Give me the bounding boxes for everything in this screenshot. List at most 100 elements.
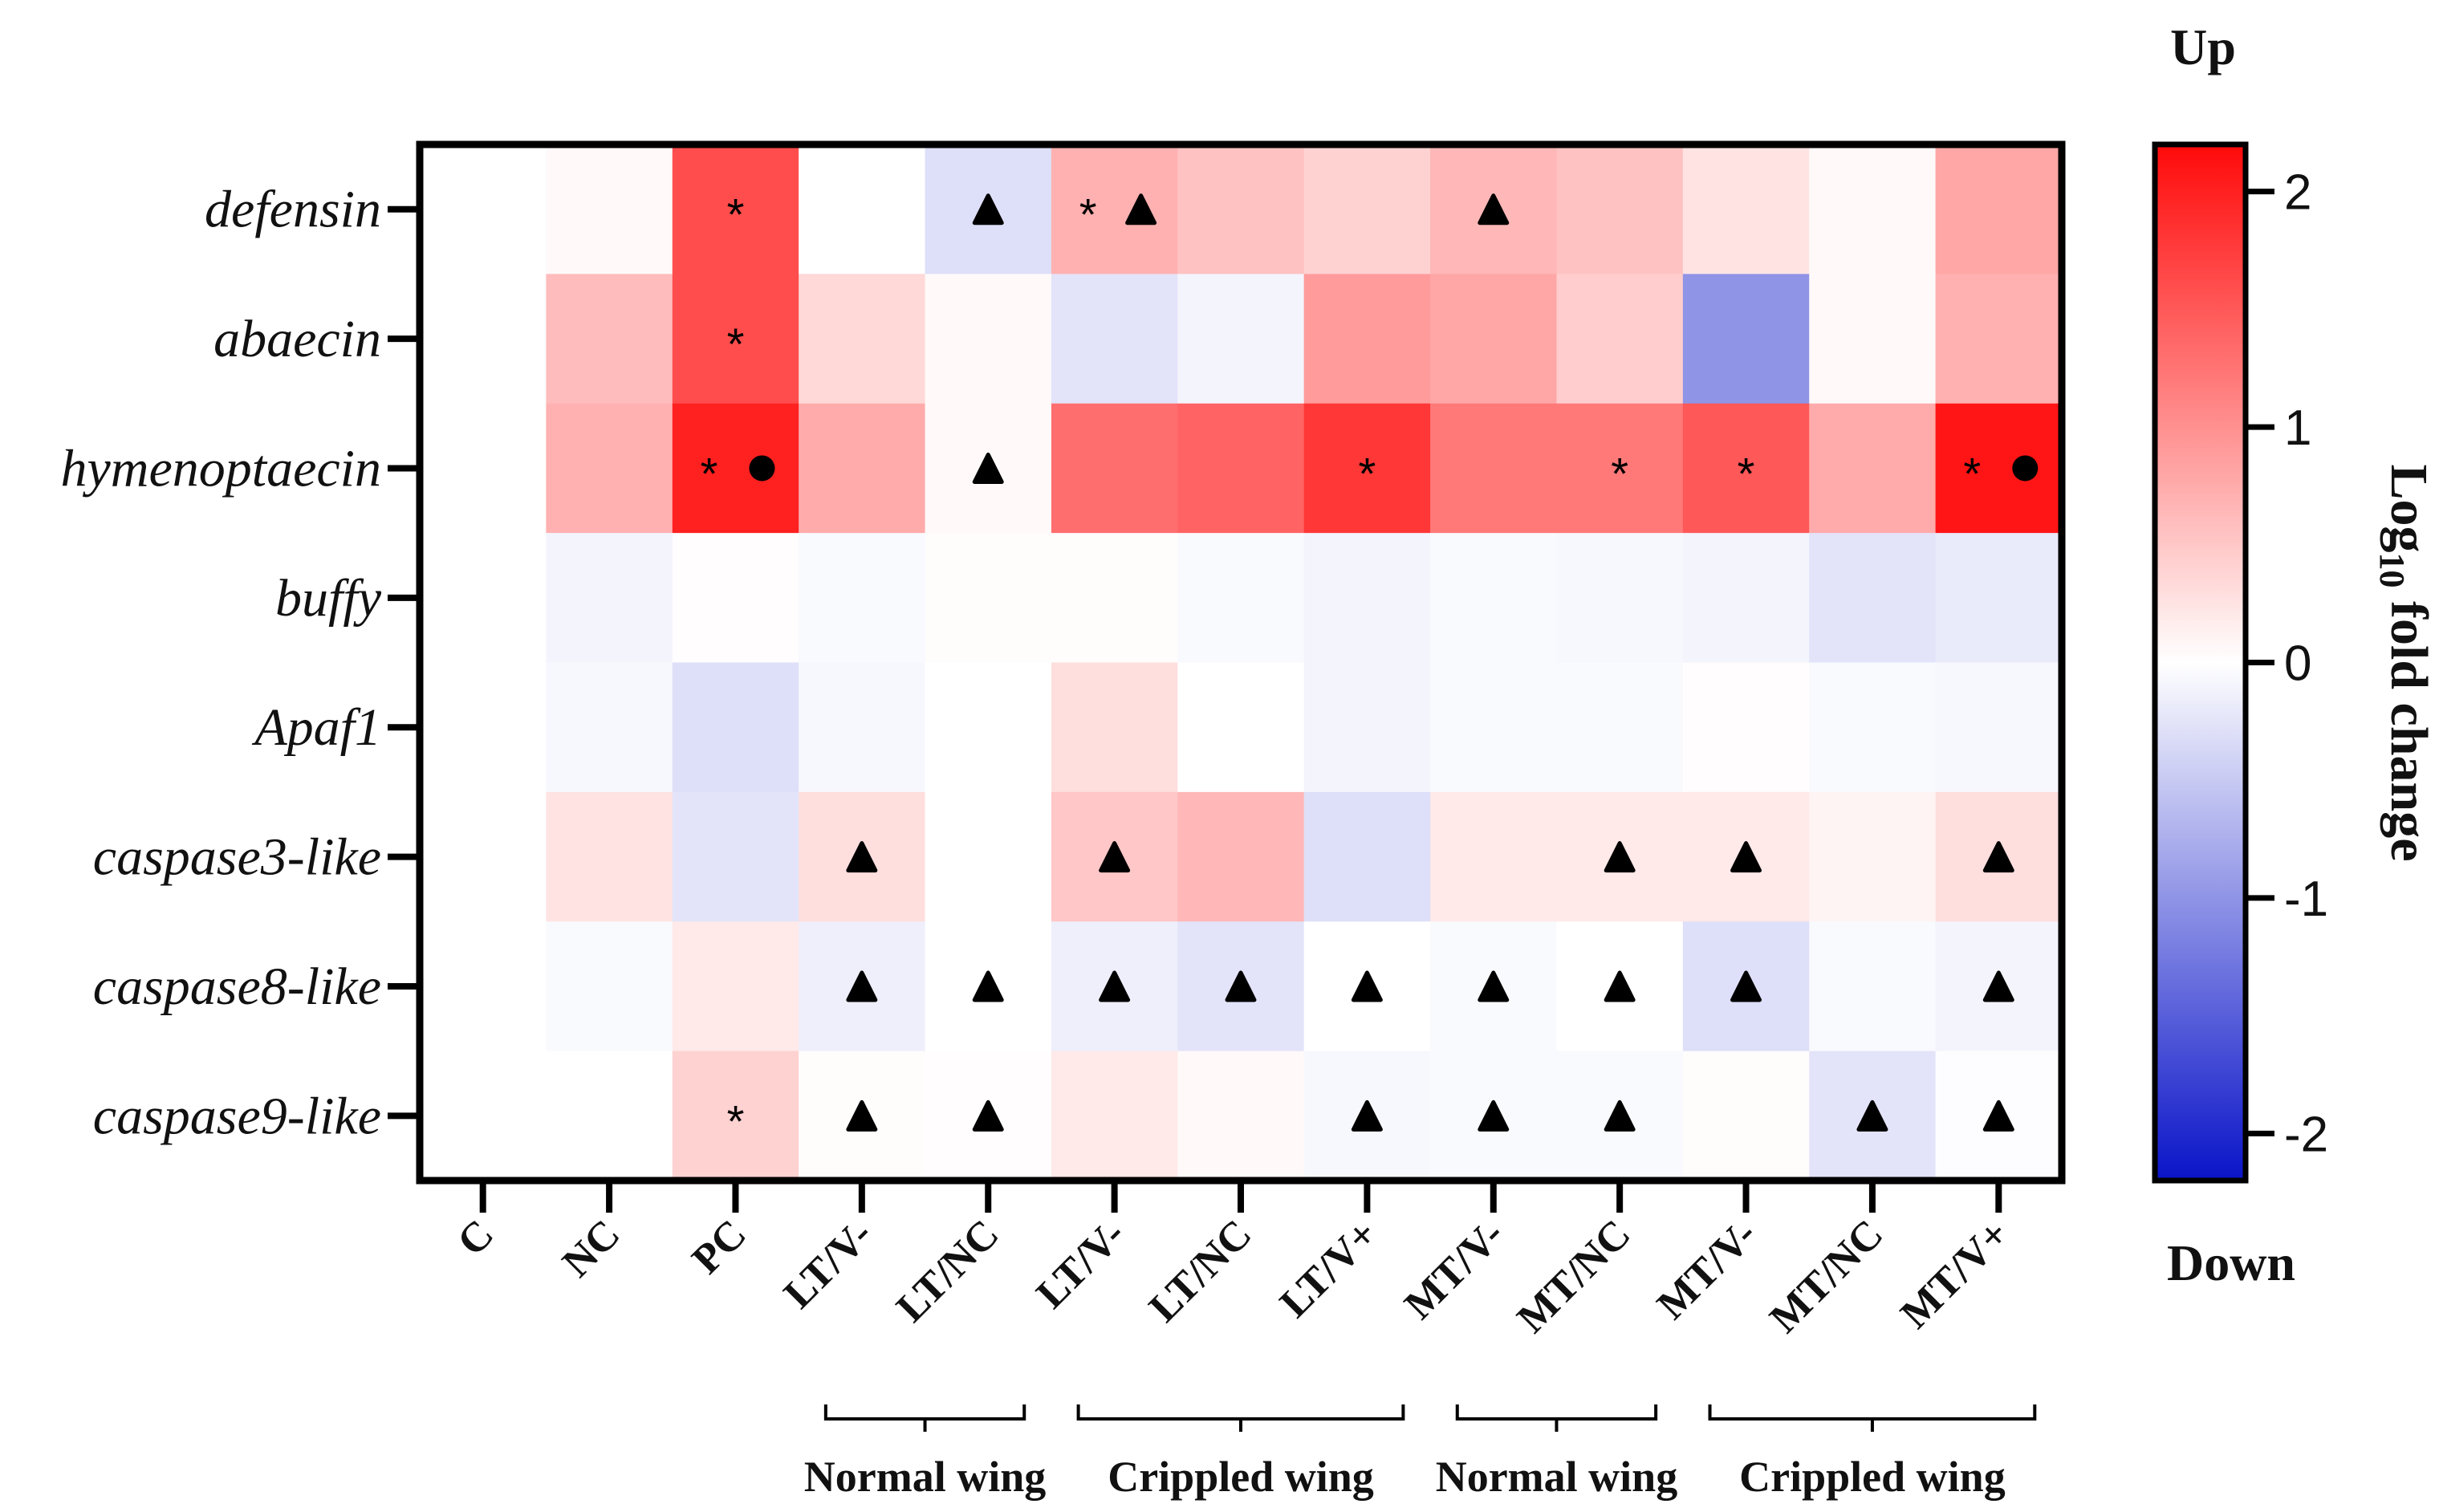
heatmap-cell bbox=[1430, 274, 1557, 404]
triangle-marker bbox=[1982, 1099, 2014, 1132]
triangle-marker bbox=[972, 193, 1004, 226]
group-label: Normal wing bbox=[804, 1453, 1046, 1501]
heatmap-cell bbox=[1051, 1051, 1178, 1181]
heatmap-cell bbox=[1430, 662, 1557, 793]
heatmap-cell bbox=[546, 662, 673, 793]
colorbar-tick-label: 1 bbox=[2284, 400, 2311, 456]
heatmap-cell bbox=[420, 921, 547, 1052]
heatmap-cell bbox=[1682, 403, 1810, 534]
asterisk-marker: * bbox=[727, 1095, 745, 1146]
heatmap-cell bbox=[1682, 274, 1810, 404]
group-bracket bbox=[823, 1404, 1026, 1432]
heatmap-cell bbox=[1177, 274, 1305, 404]
heatmap-cell bbox=[799, 274, 926, 404]
colorbar-gradient bbox=[2152, 141, 2249, 1184]
asterisk-marker: * bbox=[1738, 448, 1755, 498]
asterisk-marker: * bbox=[1611, 448, 1628, 498]
asterisk-marker: * bbox=[1079, 189, 1097, 240]
gene-label: hymenoptaecin bbox=[60, 439, 381, 498]
heatmap-cell bbox=[1682, 533, 1810, 663]
heatmap-cell bbox=[1303, 144, 1431, 274]
heatmap-cell bbox=[1303, 791, 1431, 922]
heatmap-cell bbox=[799, 662, 926, 793]
heatmap-cell bbox=[1177, 144, 1305, 274]
group-bracket bbox=[1076, 1404, 1405, 1432]
heatmap-cell bbox=[546, 533, 673, 663]
group-bracket bbox=[1455, 1404, 1658, 1432]
heatmap-cell bbox=[1430, 533, 1557, 663]
group-label: Crippled wing bbox=[1108, 1453, 1374, 1501]
heatmap-cell bbox=[1556, 144, 1684, 274]
treatment-label: LT/V+ bbox=[1271, 1211, 1387, 1327]
gene-label: caspase3-like bbox=[93, 828, 381, 887]
group-label: Normal wing bbox=[1436, 1453, 1677, 1501]
treatment-axis: C NC PC LT/V- LT/NC LT/V- LT/NC LT/V+ MT/V-MT/NC… bbox=[449, 1181, 2018, 1342]
triangle-marker bbox=[1604, 841, 1636, 873]
heatmap-cell bbox=[672, 533, 799, 663]
asterisk-marker: * bbox=[1963, 448, 1981, 498]
asterisk-marker: * bbox=[727, 319, 745, 369]
colorbar-label-up: Up bbox=[2170, 18, 2236, 75]
triangle-marker bbox=[1478, 970, 1510, 1002]
triangle-marker bbox=[1099, 970, 1131, 1002]
heatmap-cell bbox=[1809, 533, 1937, 663]
heatmap-cell bbox=[1051, 533, 1178, 663]
heatmap-cell bbox=[672, 791, 799, 922]
heatmap-cell bbox=[1556, 403, 1684, 534]
asterisk-marker: * bbox=[1358, 448, 1376, 498]
heatmap-cell bbox=[1430, 403, 1557, 534]
triangle-marker bbox=[1856, 1099, 1888, 1132]
heatmap-cell bbox=[799, 533, 926, 663]
heatmap-cell bbox=[1303, 662, 1431, 793]
heatmap-cell bbox=[1935, 144, 2063, 274]
heatmap-cell bbox=[546, 1051, 673, 1181]
triangle-marker bbox=[1099, 841, 1131, 873]
treatment-label: MT/V+ bbox=[1892, 1211, 2018, 1337]
triangle-marker bbox=[1351, 970, 1383, 1002]
triangle-marker bbox=[1351, 1099, 1383, 1132]
treatment-label: LT/V- bbox=[775, 1211, 881, 1317]
treatment-label: MT/V- bbox=[1648, 1211, 1766, 1328]
heatmap-cell bbox=[420, 662, 547, 793]
heatmap-cell bbox=[546, 274, 673, 404]
heatmap-cell bbox=[925, 274, 1052, 404]
triangle-marker bbox=[846, 970, 878, 1002]
heatmap-cell bbox=[1303, 533, 1431, 663]
colorbar: Up Down 210-1-2 Log10 fold change bbox=[2152, 18, 2438, 1291]
treatment-label: LT/V- bbox=[1028, 1211, 1134, 1317]
gene-label: abaecin bbox=[213, 310, 381, 368]
heatmap-cell bbox=[546, 403, 673, 534]
treatment-label: PC bbox=[684, 1211, 755, 1282]
gene-label: defensin bbox=[205, 181, 381, 239]
heatmap-cell bbox=[925, 662, 1052, 793]
heatmap-cell bbox=[546, 921, 673, 1052]
heatmap-cell bbox=[1935, 533, 2063, 663]
gene-label: Apaf1 bbox=[251, 698, 381, 757]
colorbar-ticks: 2 1 0 -1 -2 bbox=[2246, 165, 2328, 1162]
treatment-label: LT/NC bbox=[888, 1211, 1007, 1331]
colorbar-tick-label: -1 bbox=[2284, 872, 2328, 927]
heatmap-cell bbox=[546, 144, 673, 274]
heatmap-cell bbox=[420, 403, 547, 534]
treatment-label: MT/NC bbox=[1762, 1211, 1892, 1342]
heatmap-cell bbox=[1303, 403, 1431, 534]
colorbar-title: Log10 fold change bbox=[2372, 464, 2438, 861]
gene-label: caspase9-like bbox=[93, 1087, 381, 1145]
heatmap-cell bbox=[1809, 144, 1937, 274]
heatmap-cell bbox=[420, 144, 547, 274]
heatmap-cell bbox=[420, 1051, 547, 1181]
triangle-marker bbox=[972, 452, 1004, 484]
heatmap-cell bbox=[672, 921, 799, 1052]
colorbar-title-main: Log bbox=[2380, 464, 2438, 552]
triangle-marker bbox=[1478, 193, 1510, 226]
asterisk-marker: * bbox=[727, 189, 745, 240]
triangle-marker bbox=[1604, 1099, 1636, 1132]
heatmap-cell bbox=[672, 274, 799, 404]
treatment-label: LT/NC bbox=[1140, 1211, 1260, 1331]
triangle-marker bbox=[1730, 841, 1762, 873]
triangle-marker bbox=[1225, 970, 1257, 1002]
heatmap-cell bbox=[1809, 921, 1937, 1052]
heatmap-cell bbox=[1051, 274, 1178, 404]
heatmap-cell bbox=[1051, 403, 1178, 534]
treatment-label: NC bbox=[554, 1211, 628, 1286]
